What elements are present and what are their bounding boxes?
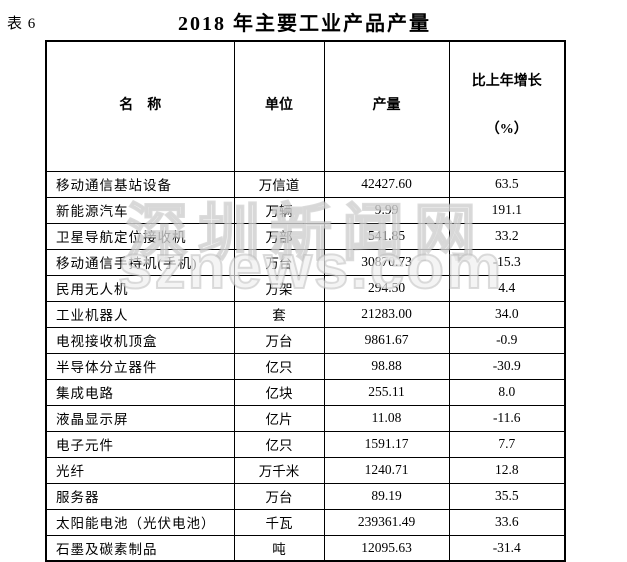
col-header-growth-line1: 比上年增长 xyxy=(471,74,542,90)
cell-name: 工业机器人 xyxy=(45,300,235,328)
cell-output: 239361.49 xyxy=(323,508,450,536)
table-row: 电视接收机顶盒 万台 9861.67 -0.9 xyxy=(45,326,566,354)
cell-output: 12095.63 xyxy=(323,534,450,562)
cell-name: 民用无人机 xyxy=(45,274,235,302)
cell-unit: 万架 xyxy=(233,274,325,302)
table-row: 工业机器人套 21283.00 34.0 xyxy=(45,300,566,328)
cell-output: 30870.73 xyxy=(323,248,450,276)
table-row: 石墨及碳素制品吨 12095.63 -31.4 xyxy=(45,534,566,562)
cell-growth: 34.0 xyxy=(448,300,566,328)
table-row: 卫星导航定位接收机 万部 541.85 33.2 xyxy=(45,222,566,250)
table-label: 表 6 xyxy=(7,16,37,32)
cell-name: 服务器 xyxy=(45,482,235,510)
cell-output: 9861.67 xyxy=(323,326,450,354)
cell-output: 1240.71 xyxy=(323,456,450,484)
table-body: 移动通信基站设备 万信道 42427.60 63.5 新能源汽车 万辆 9.99 191.1 卫… xyxy=(45,170,566,562)
cell-unit: 万信道 xyxy=(233,170,325,198)
cell-name: 电视接收机顶盒 xyxy=(45,326,235,354)
cell-unit: 万辆 xyxy=(233,196,325,224)
page-title: 2018 年主要工业产品产量 xyxy=(178,13,431,35)
cell-unit: 万千米 xyxy=(233,456,325,484)
cell-name: 太阳能电池（光伏电池） xyxy=(45,508,235,536)
cell-output: 89.19 xyxy=(323,482,450,510)
cell-growth: -30.9 xyxy=(448,352,566,380)
cell-output: 21283.00 xyxy=(323,300,450,328)
table-row: 集成电路 亿块 255.11 8.0 xyxy=(45,378,566,406)
col-header-growth: 比上年增长 （%） xyxy=(448,40,566,172)
cell-name: 电子元件 xyxy=(45,430,235,458)
cell-name: 液晶显示屏 xyxy=(45,404,235,432)
cell-growth: 33.2 xyxy=(448,222,566,250)
cell-growth: 4.4 xyxy=(448,274,566,302)
cell-name: 移动通信基站设备 xyxy=(45,170,235,198)
cell-output: 255.11 xyxy=(323,378,450,406)
cell-unit: 套 xyxy=(233,300,325,328)
cell-unit: 亿只 xyxy=(233,352,325,380)
col-header-name: 名 称 xyxy=(45,40,235,172)
table-row: 光纤 万千米 1240.71 12.8 xyxy=(45,456,566,484)
table-row: 液晶显示屏 亿片 11.08 -11.6 xyxy=(45,404,566,432)
table-row: 太阳能电池（光伏电池） 千瓦 239361.49 33.6 xyxy=(45,508,566,536)
cell-output: 294.50 xyxy=(323,274,450,302)
cell-name: 石墨及碳素制品 xyxy=(45,534,235,562)
cell-name: 半导体分立器件 xyxy=(45,352,235,380)
table-row: 移动通信手持机(手机) 万台 30870.73 -15.3 xyxy=(45,248,566,276)
cell-growth: 12.8 xyxy=(448,456,566,484)
cell-unit: 亿片 xyxy=(233,404,325,432)
cell-output: 42427.60 xyxy=(323,170,450,198)
table-row: 新能源汽车 万辆 9.99 191.1 xyxy=(45,196,566,224)
table-row: 移动通信基站设备 万信道 42427.60 63.5 xyxy=(45,170,566,198)
cell-output: 98.88 xyxy=(323,352,450,380)
cell-growth: 35.5 xyxy=(448,482,566,510)
cell-growth: 191.1 xyxy=(448,196,566,224)
cell-unit: 万台 xyxy=(233,326,325,354)
table-row: 电子元件 亿只 1591.17 7.7 xyxy=(45,430,566,458)
table-row: 半导体分立器件 亿只 98.88 -30.9 xyxy=(45,352,566,380)
cell-output: 11.08 xyxy=(323,404,450,432)
cell-name: 卫星导航定位接收机 xyxy=(45,222,235,250)
cell-growth: 7.7 xyxy=(448,430,566,458)
cell-output: 9.99 xyxy=(323,196,450,224)
col-header-unit: 单位 xyxy=(233,40,325,172)
cell-name: 光纤 xyxy=(45,456,235,484)
cell-unit: 亿只 xyxy=(233,430,325,458)
cell-growth: -11.6 xyxy=(448,404,566,432)
cell-name: 新能源汽车 xyxy=(45,196,235,224)
cell-growth: -31.4 xyxy=(448,534,566,562)
table-row: 服务器 万台 89.19 35.5 xyxy=(45,482,566,510)
cell-unit: 吨 xyxy=(233,534,325,562)
cell-name: 集成电路 xyxy=(45,378,235,406)
col-header-output: 产量 xyxy=(323,40,450,172)
cell-name: 移动通信手持机(手机) xyxy=(45,248,235,276)
cell-unit: 万部 xyxy=(233,222,325,250)
cell-growth: 33.6 xyxy=(448,508,566,536)
cell-unit: 万台 xyxy=(233,248,325,276)
cell-growth: 63.5 xyxy=(448,170,566,198)
cell-unit: 千瓦 xyxy=(233,508,325,536)
cell-unit: 亿块 xyxy=(233,378,325,406)
cell-output: 1591.17 xyxy=(323,430,450,458)
header-row: 名 称 单位 产量 比上年增长 （%） xyxy=(45,40,566,172)
industrial-output-table: 名 称 单位 产量 比上年增长 （%） 移动通信基站设备 万信道 42427.60 6… xyxy=(45,40,566,562)
col-header-growth-line2: （%） xyxy=(485,122,528,138)
cell-growth: -0.9 xyxy=(448,326,566,354)
cell-unit: 万台 xyxy=(233,482,325,510)
table-row: 民用无人机 万架 294.50 4.4 xyxy=(45,274,566,302)
cell-growth: 8.0 xyxy=(448,378,566,406)
cell-output: 541.85 xyxy=(323,222,450,250)
cell-growth: -15.3 xyxy=(448,248,566,276)
